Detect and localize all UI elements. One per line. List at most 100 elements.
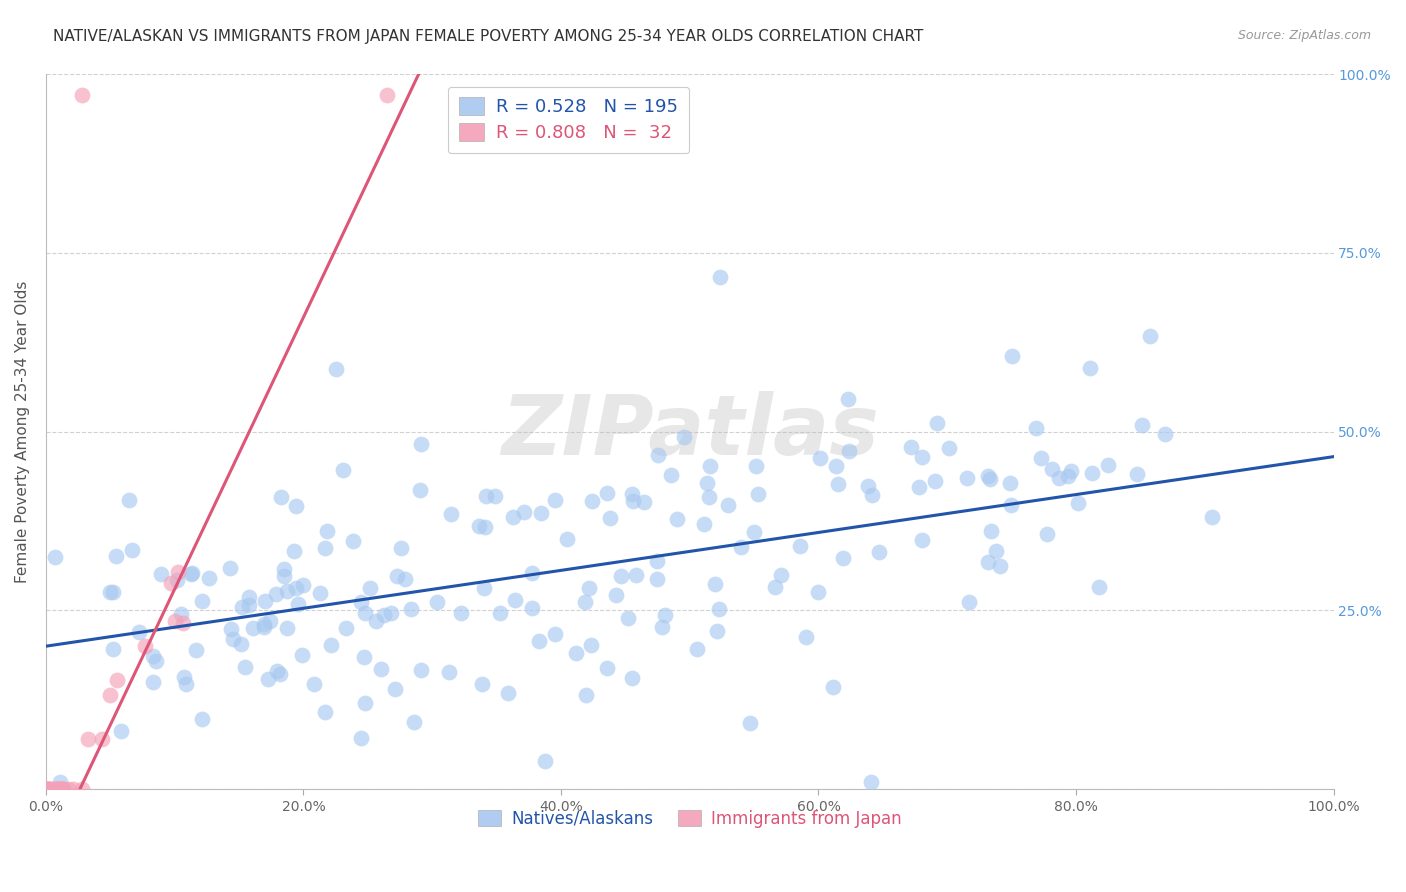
Point xyxy=(1031,450,1053,465)
Point xyxy=(747,487,769,501)
Point xyxy=(488,606,510,620)
Point xyxy=(666,512,689,526)
Point xyxy=(150,567,173,582)
Point xyxy=(98,585,121,599)
Point xyxy=(284,581,307,595)
Point xyxy=(142,649,165,664)
Point xyxy=(1047,471,1070,485)
Legend: Natives/Alaskans, Immigrants from Japan: Natives/Alaskans, Immigrants from Japan xyxy=(471,803,908,835)
Point xyxy=(238,599,260,613)
Point xyxy=(763,580,786,594)
Point xyxy=(484,489,506,503)
Point xyxy=(984,544,1007,558)
Point xyxy=(827,476,849,491)
Point xyxy=(838,444,860,458)
Point xyxy=(617,611,640,625)
Point xyxy=(988,558,1011,573)
Point xyxy=(859,775,882,789)
Point xyxy=(399,602,422,616)
Point xyxy=(219,561,242,575)
Point xyxy=(555,532,578,546)
Point xyxy=(45,782,67,797)
Point xyxy=(796,630,818,644)
Point xyxy=(184,643,207,657)
Point xyxy=(696,476,718,491)
Point xyxy=(316,524,339,538)
Point xyxy=(647,553,669,567)
Point xyxy=(672,429,695,443)
Point xyxy=(979,472,1001,486)
Point xyxy=(270,490,292,504)
Point xyxy=(624,568,647,582)
Point xyxy=(91,731,114,746)
Point xyxy=(264,587,287,601)
Point xyxy=(697,491,720,505)
Point xyxy=(439,508,461,522)
Point xyxy=(1000,498,1022,512)
Point xyxy=(284,499,307,513)
Point xyxy=(321,638,343,652)
Point xyxy=(287,597,309,611)
Point xyxy=(359,581,381,595)
Point xyxy=(38,782,60,797)
Point xyxy=(37,782,59,797)
Point xyxy=(52,782,75,797)
Point xyxy=(868,544,890,558)
Point xyxy=(180,566,202,580)
Point xyxy=(659,467,682,482)
Point xyxy=(1139,329,1161,343)
Point xyxy=(221,622,243,636)
Point xyxy=(373,608,395,623)
Point xyxy=(259,614,281,628)
Point xyxy=(134,639,156,653)
Point xyxy=(354,696,377,710)
Point xyxy=(52,782,75,797)
Point xyxy=(72,782,94,797)
Point xyxy=(170,607,193,621)
Point xyxy=(544,627,567,641)
Point xyxy=(389,541,412,555)
Point xyxy=(1036,527,1059,541)
Point xyxy=(197,571,219,585)
Point xyxy=(977,469,1000,483)
Point xyxy=(437,665,460,679)
Point xyxy=(825,458,848,473)
Point xyxy=(314,705,336,719)
Point xyxy=(49,782,72,797)
Point xyxy=(254,593,277,607)
Point xyxy=(645,572,668,586)
Point xyxy=(730,540,752,554)
Point xyxy=(450,606,472,620)
Point xyxy=(35,782,58,797)
Point xyxy=(172,616,194,631)
Point xyxy=(252,620,274,634)
Point xyxy=(581,638,603,652)
Point xyxy=(276,621,298,635)
Point xyxy=(128,625,150,640)
Point xyxy=(1067,496,1090,510)
Point xyxy=(925,416,948,430)
Point xyxy=(938,442,960,456)
Point xyxy=(1025,421,1047,435)
Point xyxy=(222,632,245,646)
Point xyxy=(1201,509,1223,524)
Point xyxy=(238,590,260,604)
Point xyxy=(807,584,830,599)
Point xyxy=(229,637,252,651)
Point xyxy=(231,600,253,615)
Point xyxy=(394,572,416,586)
Point xyxy=(860,488,883,502)
Point xyxy=(620,671,643,685)
Point xyxy=(165,614,187,628)
Point xyxy=(808,450,831,465)
Point xyxy=(38,782,60,797)
Point xyxy=(1154,427,1177,442)
Point xyxy=(257,672,280,686)
Point xyxy=(621,494,644,508)
Point xyxy=(48,775,70,789)
Point xyxy=(35,782,58,797)
Point xyxy=(62,782,84,797)
Point xyxy=(364,614,387,628)
Point xyxy=(717,498,740,512)
Point xyxy=(242,621,264,635)
